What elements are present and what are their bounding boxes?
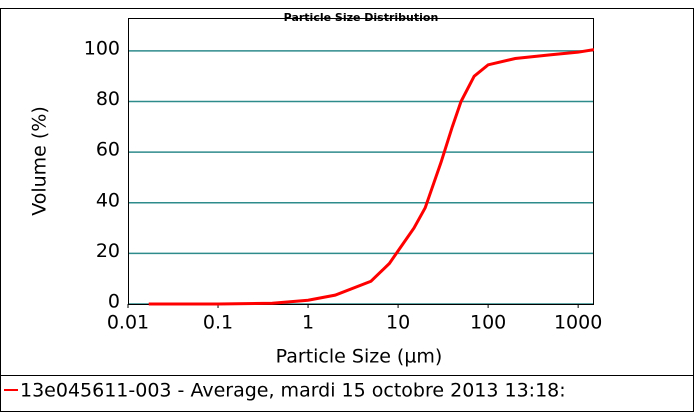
- x-tick-label: 1000: [554, 312, 602, 334]
- y-tick-label: 20: [96, 240, 120, 262]
- data-line: [148, 48, 594, 306]
- x-tick-label: 0.01: [107, 312, 149, 334]
- x-tick-label: 10: [386, 312, 410, 334]
- y-tick-label: 60: [96, 139, 120, 161]
- x-tick-label: 100: [470, 312, 506, 334]
- y-tick-label: 100: [84, 37, 120, 59]
- x-tick-label: 0.1: [203, 312, 233, 334]
- legend-label: 13e045611-003 - Average, mardi 15 octobr…: [20, 380, 566, 402]
- y-tick-label: 0: [108, 291, 120, 313]
- chart-title: Particle Size Distribution: [284, 11, 439, 24]
- legend: 13e045611-003 - Average, mardi 15 octobr…: [4, 380, 566, 402]
- x-axis-title: Particle Size (µm): [276, 346, 443, 368]
- y-tick-label: 40: [96, 189, 120, 211]
- y-tick-label: 80: [96, 88, 120, 110]
- plot-border: [128, 18, 594, 305]
- x-tick-label: 1: [302, 312, 314, 334]
- frame: [0, 8, 694, 412]
- plot-area: 0 20 40 60 80 100 0.01 0.1 1 10 100 1000: [84, 18, 602, 334]
- y-axis-title: Volume (%): [29, 106, 51, 216]
